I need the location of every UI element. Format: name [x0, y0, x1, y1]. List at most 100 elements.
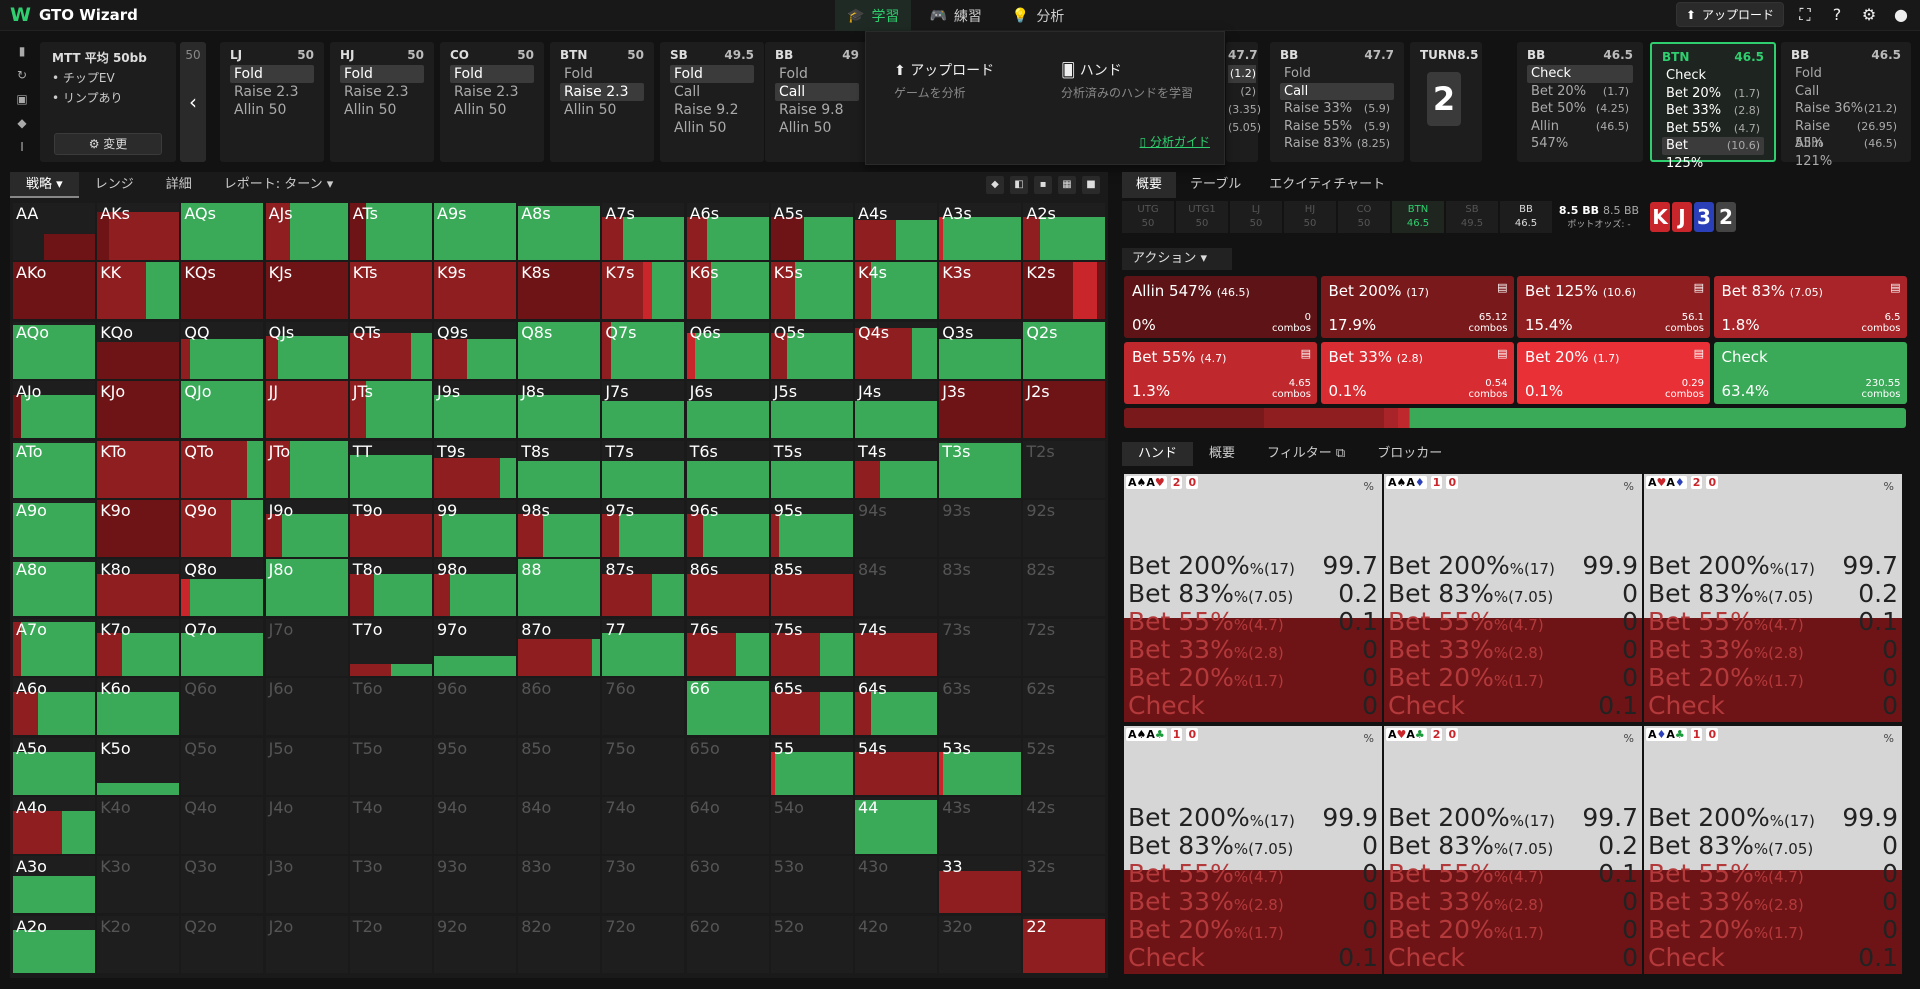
action-bet-83-[interactable]: Bet 83% (7.05) ▤ 1.8% 6.5 combos: [1713, 276, 1907, 338]
help-icon[interactable]: ?: [1832, 5, 1842, 24]
position-option[interactable]: Bet 125% (10.6): [1662, 137, 1764, 171]
position-hj[interactable]: HJ 50 Fold Raise 2.3 Allin 50: [330, 42, 434, 162]
hand-cell[interactable]: K2o: [97, 915, 180, 973]
hand-cell[interactable]: Q2o: [181, 915, 264, 973]
hand-card[interactable]: A♠A♥ 2 0% Bet 200%%(17) 99.7 Bet 83%%(7.05) 0.…: [1124, 474, 1382, 722]
position-option[interactable]: Allin 50: [450, 101, 534, 119]
details-icon[interactable]: ▤: [1497, 347, 1508, 360]
hand-cell[interactable]: J8s: [518, 381, 601, 439]
tab-range[interactable]: レンジ: [79, 172, 150, 198]
hand-cell[interactable]: T5s: [770, 440, 853, 498]
hand-cell[interactable]: T9o: [349, 500, 432, 557]
hand-cell[interactable]: KJs: [265, 262, 348, 320]
hand-cell[interactable]: 44: [855, 797, 937, 854]
position-option[interactable]: Fold: [450, 65, 534, 83]
hand-cell[interactable]: K9s: [434, 262, 516, 320]
position-option[interactable]: Fold: [670, 65, 754, 83]
gamepad-icon[interactable]: ◆: [17, 116, 27, 130]
hand-cell[interactable]: T6s: [686, 440, 769, 498]
hand-cell[interactable]: 76s: [686, 618, 769, 676]
hand-cell[interactable]: 86s: [686, 559, 769, 617]
hand-cell[interactable]: T4o: [349, 797, 432, 854]
position-option[interactable]: Call: [775, 83, 859, 101]
hand-cell[interactable]: T7s: [602, 440, 685, 498]
hand-cell[interactable]: K4o: [97, 797, 180, 854]
hand-cell[interactable]: 77: [602, 618, 685, 676]
hand-cell[interactable]: KQs: [181, 262, 264, 320]
seat-utg[interactable]: UTG 50: [1122, 201, 1174, 233]
hand-cell[interactable]: AQo: [13, 321, 95, 379]
action-bet-20-[interactable]: Bet 20% (1.7) ▤ 0.1% 0.29 combos: [1517, 342, 1710, 404]
position-option[interactable]: Call: [1791, 83, 1901, 101]
hand-cell[interactable]: 22: [1023, 915, 1106, 973]
position-option[interactable]: Raise 2.3: [340, 83, 424, 101]
tab-details[interactable]: 詳細: [150, 172, 208, 198]
hand-cell[interactable]: K3s: [939, 262, 1022, 320]
position-option[interactable]: Bet 20% (1.7): [1527, 83, 1633, 101]
hand-cell[interactable]: J3s: [939, 381, 1022, 439]
hand-cell[interactable]: 42o: [855, 915, 937, 973]
tab-strategy[interactable]: 戦略 ▾: [10, 172, 79, 198]
hand-cell[interactable]: A8s: [518, 203, 601, 260]
tab-table[interactable]: テーブル: [1176, 172, 1255, 198]
nav-item-1[interactable]: 🎮 練習: [917, 0, 993, 31]
hand-cell[interactable]: J5o: [265, 737, 348, 795]
position-option[interactable]: Raise 9.2: [670, 101, 754, 119]
bookmark-icon[interactable]: ▮: [18, 44, 26, 58]
hand-cell[interactable]: T8s: [518, 440, 601, 498]
hand-cell[interactable]: 43s: [939, 797, 1022, 854]
hand-cell[interactable]: T8o: [349, 559, 432, 617]
hand-cell[interactable]: K8o: [97, 559, 180, 617]
hand-cell[interactable]: Q8s: [518, 321, 601, 379]
position-lj[interactable]: LJ 50 Fold Raise 2.3 Allin 50: [220, 42, 324, 162]
action-bet-200-[interactable]: Bet 200% (17) ▤ 17.9% 65.12 combos: [1320, 276, 1514, 338]
hand-cell[interactable]: 55: [770, 737, 853, 795]
hand-cell[interactable]: QTo: [181, 440, 264, 498]
upload-button[interactable]: ⬆ アップロード: [1675, 2, 1784, 27]
position-option[interactable]: Allin 121% (46.5): [1791, 135, 1901, 169]
hand-cell[interactable]: A4s: [855, 203, 937, 260]
hand-cell[interactable]: Q6s: [686, 321, 769, 379]
hand-cell[interactable]: K4s: [855, 262, 937, 320]
position-option[interactable]: Bet 33% (2.8): [1662, 102, 1764, 120]
hand-cell[interactable]: J7s: [602, 381, 685, 439]
tab-summary[interactable]: 概要: [1193, 442, 1251, 466]
tab-hands[interactable]: ハンド: [1122, 442, 1194, 466]
hand-cell[interactable]: A3o: [13, 856, 95, 914]
hand-cell[interactable]: Q3o: [181, 856, 264, 914]
position-option[interactable]: Raise 2.3: [450, 83, 534, 101]
seat-lj[interactable]: LJ 50: [1230, 201, 1282, 233]
position-option[interactable]: Raise 83% (8.25): [1280, 135, 1394, 153]
hand-card[interactable]: A♥A♦ 2 0% Bet 200%%(17) 99.7 Bet 83%%(7.05) 0.…: [1644, 474, 1902, 722]
hand-cell[interactable]: 94s: [855, 500, 937, 557]
hand-cell[interactable]: 32s: [1023, 856, 1106, 914]
hand-cell[interactable]: 99: [434, 500, 516, 557]
hand-cell[interactable]: A5s: [770, 203, 853, 260]
hand-cell[interactable]: 64s: [855, 678, 937, 736]
position-sb[interactable]: SB 49.5 Fold Call Raise 9.2 Allin 50: [660, 42, 764, 162]
hand-cell[interactable]: 74s: [855, 618, 937, 676]
hand-cell[interactable]: J2s: [1023, 381, 1106, 439]
hand-cell[interactable]: A7s: [602, 203, 685, 260]
hand-cell[interactable]: J4s: [855, 381, 937, 439]
hand-cell[interactable]: 96s: [686, 500, 769, 557]
hand-cell[interactable]: AA: [13, 203, 95, 260]
hand-cell[interactable]: K8s: [518, 262, 601, 320]
position-bb[interactable]: BB 49 Fold Call Raise 9.8 Allin 50: [765, 42, 869, 162]
hand-cell[interactable]: 42s: [1023, 797, 1106, 854]
hand-cell[interactable]: 96o: [434, 678, 516, 736]
grid-small-icon[interactable]: ▪: [1034, 176, 1052, 194]
fullscreen-icon[interactable]: ⛶: [1799, 4, 1811, 24]
hand-cell[interactable]: 64o: [686, 797, 769, 854]
hand-cell[interactable]: A9s: [434, 203, 516, 260]
position-option[interactable]: Call: [670, 83, 754, 101]
hand-cell[interactable]: J9s: [434, 381, 516, 439]
hand-cell[interactable]: J2o: [265, 915, 348, 973]
hand-cell[interactable]: AKo: [13, 262, 95, 320]
cube-icon[interactable]: ◆: [986, 176, 1004, 194]
hand-cell[interactable]: 82o: [518, 915, 601, 973]
hand-cell[interactable]: 73o: [602, 856, 685, 914]
position-option[interactable]: Fold: [775, 65, 859, 83]
hand-cell[interactable]: Q4o: [181, 797, 264, 854]
dropdown-hand[interactable]: 🂠 ハンド 分析済みのハンドを学習: [1061, 60, 1193, 101]
